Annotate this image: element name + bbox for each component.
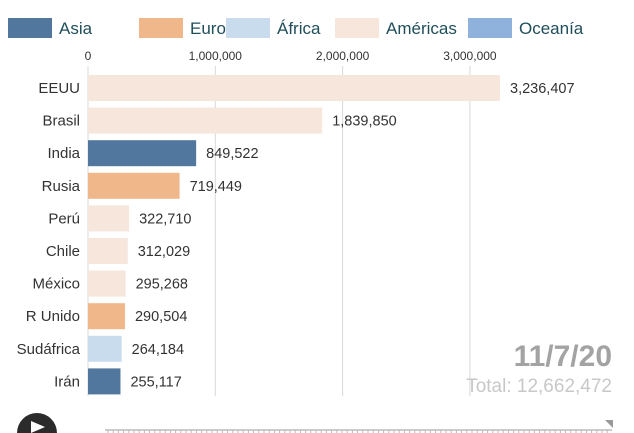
bar-iran	[88, 368, 121, 395]
bar-sudafrica	[88, 335, 122, 362]
total-label: Total: 12,662,472	[466, 376, 612, 397]
timeline-slider[interactable]	[105, 420, 613, 433]
category-label-peru: Perú	[48, 210, 80, 227]
legend: Asia Europa África Américas Oceanía	[8, 18, 584, 38]
legend-label-americas: Américas	[386, 19, 457, 38]
bars	[88, 75, 500, 395]
value-label-sudafrica: 264,184	[132, 342, 184, 358]
category-labels: EEUU Brasil India Rusia Perú Chile México R Uni…	[17, 80, 81, 390]
bar-rusia	[88, 172, 180, 199]
value-labels: 3,236,407 1,839,850 849,522 719,449 322,710 3…	[130, 81, 574, 390]
bar-brasil	[88, 107, 323, 134]
bar-eeuu	[88, 75, 500, 101]
bar-chile	[88, 238, 128, 264]
value-label-peru: 322,710	[139, 211, 191, 227]
value-label-mexico: 295,268	[136, 277, 188, 293]
bar-r-unido	[88, 303, 125, 330]
legend-swatch-europa	[139, 18, 183, 38]
timeline-handle[interactable]	[605, 420, 613, 428]
legend-label-oceania: Oceanía	[519, 19, 584, 38]
value-label-india: 849,522	[206, 146, 258, 162]
x-tick-label: 2,000,000	[316, 49, 370, 63]
x-tick-label: 1,000,000	[189, 49, 243, 63]
date-label: 11/7/20	[514, 340, 612, 373]
value-label-iran: 255,117	[130, 374, 181, 390]
x-tick-label: 3,000,000	[443, 49, 497, 63]
category-label-sudafrica: Sudáfrica	[17, 341, 81, 358]
play-button-circle[interactable]	[17, 413, 57, 433]
category-label-chile: Chile	[46, 243, 80, 260]
legend-swatch-africa	[226, 18, 270, 38]
value-label-rusia: 719,449	[190, 179, 242, 195]
legend-swatch-americas	[335, 18, 379, 38]
x-axis-ticks: 0 1,000,000 2,000,000 3,000,000	[85, 49, 497, 63]
legend-label-africa: África	[277, 19, 321, 38]
legend-swatch-asia	[8, 18, 52, 38]
bar-peru	[88, 205, 130, 232]
value-label-brasil: 1,839,850	[332, 114, 397, 130]
value-label-r-unido: 290,504	[135, 309, 187, 325]
category-label-brasil: Brasil	[42, 113, 80, 130]
bar-india	[88, 140, 197, 167]
value-label-eeuu: 3,236,407	[510, 81, 575, 97]
legend-swatch-oceania	[468, 18, 512, 38]
category-label-rusia: Rusia	[42, 178, 81, 195]
category-label-iran: Irán	[54, 373, 80, 390]
play-button[interactable]	[17, 413, 57, 433]
play-icon	[31, 421, 45, 433]
category-label-mexico: México	[32, 276, 80, 293]
x-tick-label: 0	[85, 49, 92, 63]
category-label-india: India	[47, 145, 80, 162]
category-label-r-unido: R Unido	[26, 308, 80, 325]
bar-mexico	[88, 270, 126, 297]
legend-label-asia: Asia	[59, 19, 93, 38]
value-label-chile: 312,029	[138, 244, 190, 260]
category-label-eeuu: EEUU	[38, 80, 80, 97]
